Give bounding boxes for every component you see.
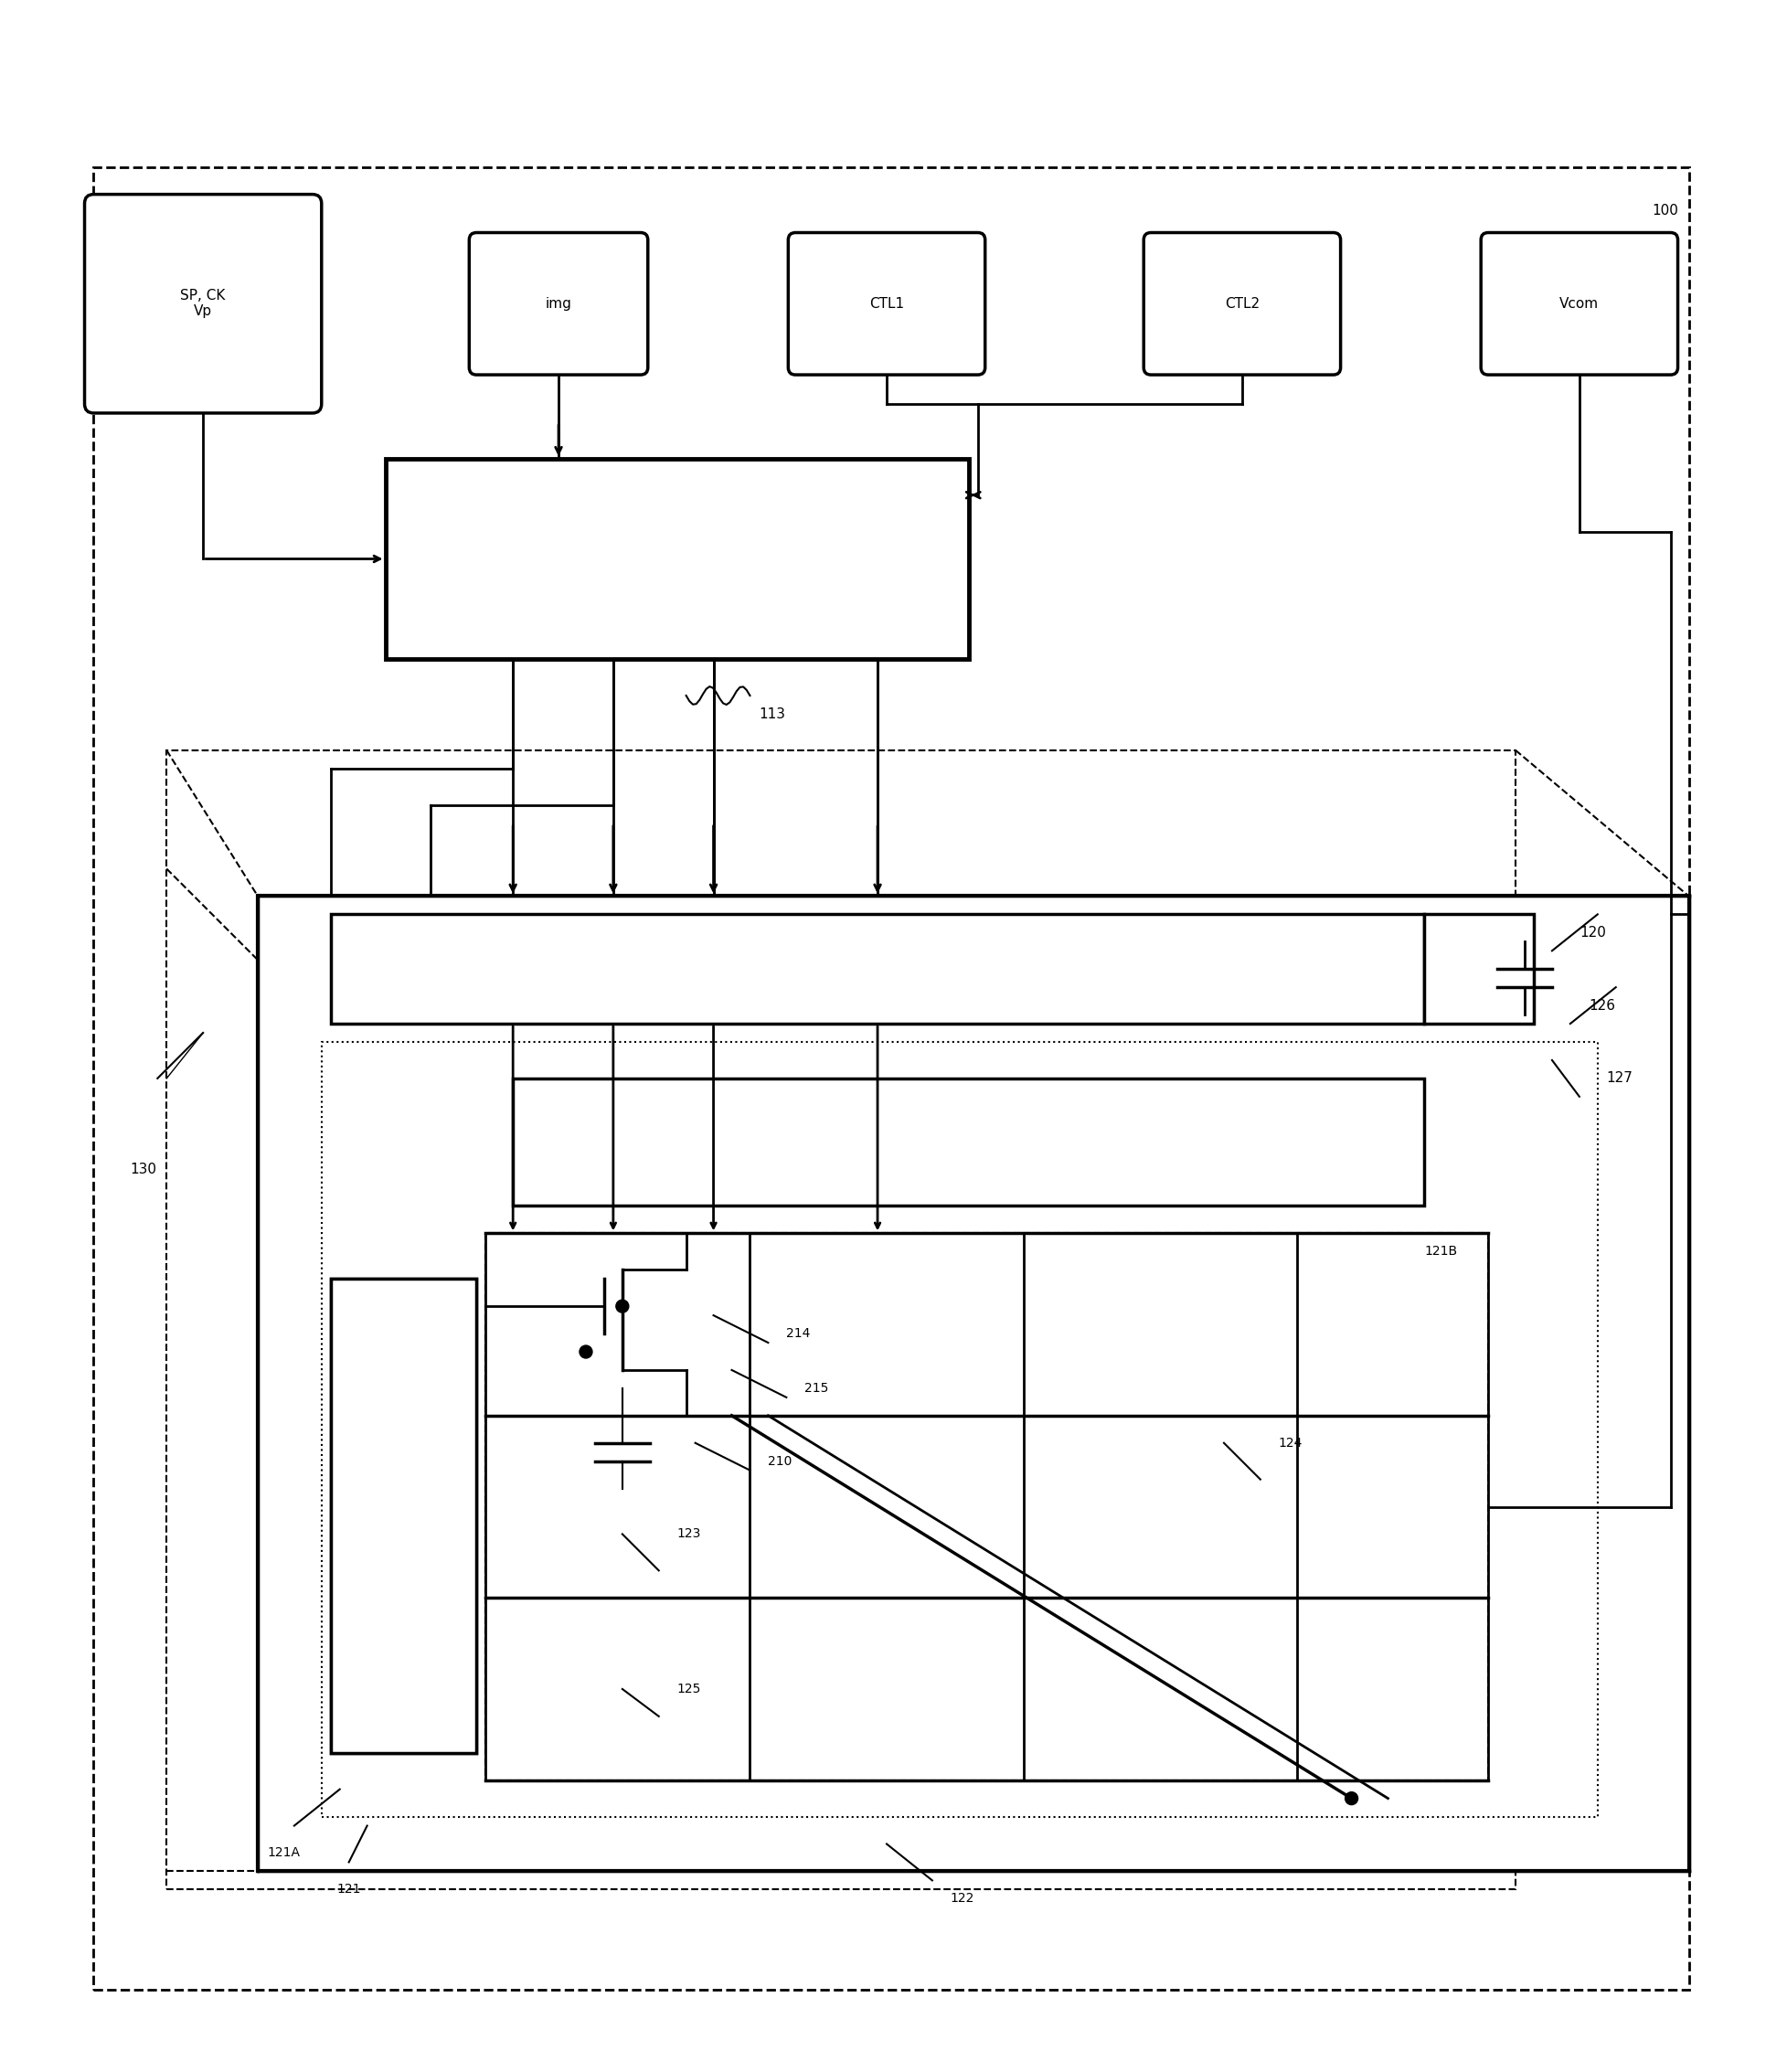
FancyBboxPatch shape (470, 232, 649, 375)
Bar (331, 1278, 477, 1753)
Text: 127: 127 (1607, 1071, 1633, 1086)
Text: 215: 215 (804, 1382, 829, 1394)
Text: Vcom: Vcom (1560, 296, 1599, 311)
Bar (257, 895, 1689, 1871)
Text: SP, CK
Vp: SP, CK Vp (180, 288, 225, 319)
Bar (166, 750, 1515, 1890)
FancyBboxPatch shape (788, 232, 985, 375)
FancyBboxPatch shape (84, 195, 322, 412)
FancyBboxPatch shape (1144, 232, 1340, 375)
Text: 125: 125 (677, 1682, 701, 1695)
Text: 120: 120 (1580, 926, 1607, 939)
Text: 126: 126 (1589, 999, 1615, 1013)
Circle shape (617, 1299, 629, 1312)
Text: 214: 214 (786, 1328, 811, 1341)
Text: 210: 210 (768, 1455, 792, 1467)
Text: 121B: 121B (1424, 1245, 1458, 1258)
Bar (322, 1042, 1598, 1817)
Text: 113: 113 (759, 707, 786, 721)
Bar (513, 1077, 1424, 1206)
Bar (331, 914, 1424, 1024)
Circle shape (1346, 1792, 1358, 1805)
FancyBboxPatch shape (1481, 232, 1678, 375)
Text: 100: 100 (1653, 203, 1678, 218)
Bar (386, 458, 969, 659)
Text: 121A: 121A (266, 1846, 300, 1859)
Text: 122: 122 (951, 1892, 974, 1904)
Circle shape (579, 1345, 591, 1357)
Bar (331, 1278, 477, 1753)
Text: 123: 123 (677, 1527, 701, 1539)
Text: CTL1: CTL1 (868, 296, 904, 311)
Text: 124: 124 (1278, 1436, 1303, 1448)
Bar (93, 168, 1689, 1989)
Bar (1424, 914, 1533, 1024)
Text: CTL2: CTL2 (1224, 296, 1260, 311)
Bar (486, 1233, 1489, 1780)
Text: 121: 121 (336, 1883, 361, 1896)
Text: 130: 130 (130, 1162, 157, 1177)
Text: img: img (545, 296, 572, 311)
